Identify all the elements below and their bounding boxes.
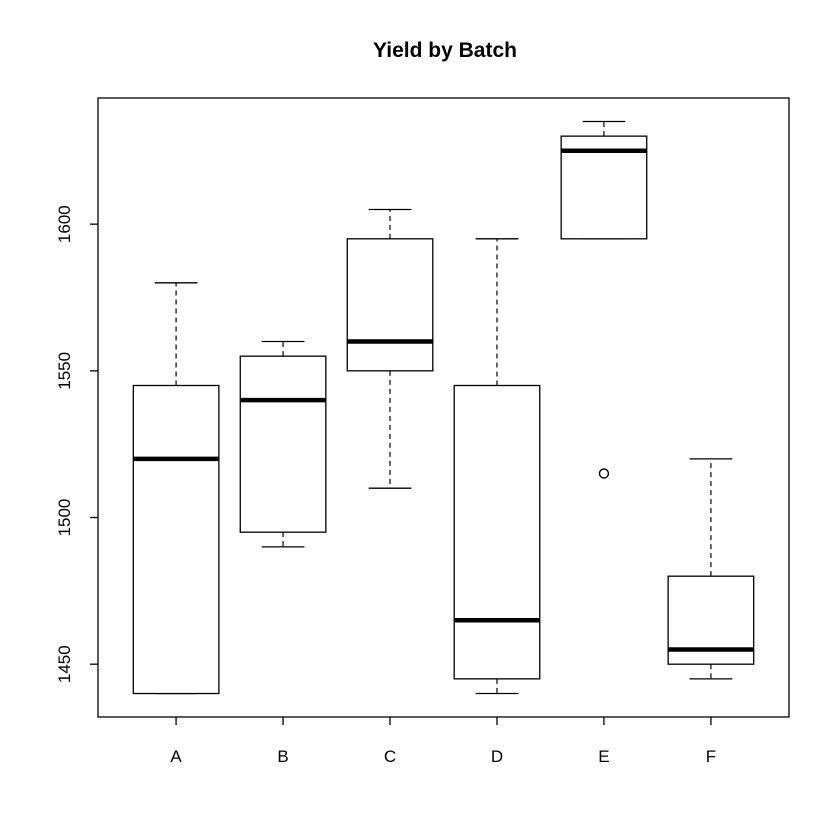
box-D [453, 238, 541, 695]
y-axis: 1450 1500 1550 1600 [55, 205, 98, 683]
x-tick-label: D [491, 747, 503, 766]
boxes [132, 120, 755, 695]
box-E [560, 120, 648, 479]
y-tick-label: 1550 [55, 352, 74, 390]
iqr-box [560, 135, 648, 240]
plot-frame [97, 97, 790, 718]
x-tick-label: E [598, 747, 609, 766]
iqr-box [453, 384, 541, 680]
iqr-box [346, 238, 434, 372]
box-B [239, 340, 327, 548]
iqr-box [239, 355, 327, 533]
box-F [667, 458, 755, 680]
x-tick-label: F [706, 747, 716, 766]
x-tick-label: B [277, 747, 288, 766]
chart-title: Yield by Batch [373, 39, 517, 62]
x-tick-label: A [170, 747, 182, 766]
iqr-box [132, 384, 220, 695]
box-C [346, 208, 434, 489]
y-tick-label: 1450 [55, 645, 74, 683]
box-A [132, 282, 220, 695]
x-tick-label: C [384, 747, 396, 766]
x-axis: A B C D E F [170, 717, 716, 766]
outlier-point [598, 468, 610, 479]
y-tick-label: 1600 [55, 205, 74, 243]
y-tick-label: 1500 [55, 499, 74, 537]
